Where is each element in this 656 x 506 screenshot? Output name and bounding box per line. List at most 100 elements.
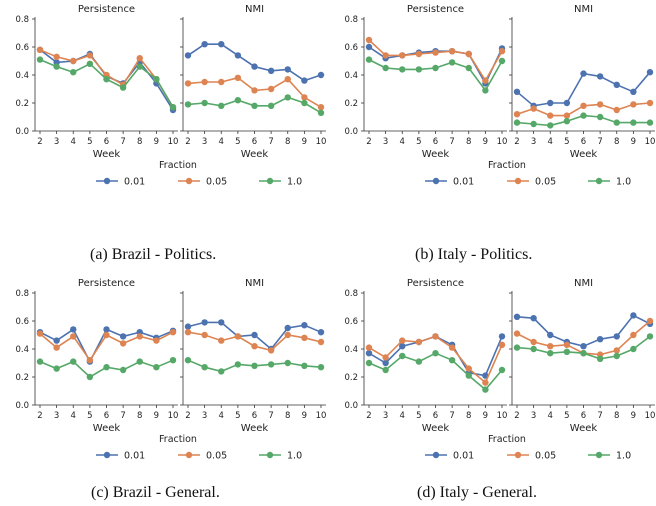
legend-title: Fraction [488, 434, 526, 445]
data-point-0.01 [563, 99, 571, 107]
data-point-1.0 [482, 87, 489, 94]
data-point-0.05 [36, 330, 44, 337]
data-point-1.0 [201, 364, 208, 371]
data-point-0.05 [365, 36, 373, 44]
x-axis-label: Week [241, 423, 269, 434]
y-tick-label: 0.0 [344, 401, 358, 411]
data-point-0.05 [530, 105, 537, 112]
series-line-0.01 [516, 71, 651, 107]
data-point-0.05 [234, 333, 242, 340]
data-point-1.0 [482, 386, 489, 393]
x-tick-label: 3 [54, 137, 59, 147]
data-point-1.0 [382, 366, 389, 374]
y-tick-label: 0.8 [15, 289, 29, 299]
data-point-0.05 [301, 334, 308, 341]
x-tick-label: 9 [154, 137, 159, 147]
x-tick-label: 4 [219, 411, 224, 421]
data-point-1.0 [53, 365, 60, 372]
x-tick-label: 2 [514, 137, 519, 147]
legend-marker-1.0 [266, 451, 274, 459]
y-tick-label: 0.2 [15, 373, 29, 383]
y-tick-label: 0.4 [15, 345, 29, 355]
data-point-0.01 [630, 88, 637, 96]
data-point-0.01 [365, 43, 373, 51]
legend-marker-1.0 [595, 177, 603, 185]
series-line-0.01 [516, 314, 651, 348]
data-point-0.01 [580, 343, 587, 350]
data-point-0.05 [630, 331, 637, 339]
data-point-0.05 [465, 365, 472, 372]
data-point-0.05 [646, 317, 654, 325]
legend-marker-0.01 [103, 177, 111, 185]
data-point-1.0 [284, 94, 291, 101]
data-point-0.01 [301, 77, 308, 84]
subplot-nmi: NMI 2 3 4 5 6 7 8 9 10 Week [509, 278, 655, 434]
x-tick-label: 9 [302, 411, 307, 421]
data-point-1.0 [580, 112, 587, 119]
data-point-1.0 [184, 101, 192, 108]
y-tick-label: 0.2 [344, 99, 358, 109]
subplot-title: Persistence [407, 4, 464, 15]
data-point-1.0 [136, 358, 143, 365]
data-point-0.05 [580, 102, 587, 110]
data-point-0.01 [613, 81, 620, 89]
data-point-0.05 [136, 55, 143, 62]
data-point-1.0 [284, 359, 291, 367]
data-point-1.0 [547, 122, 554, 129]
data-point-0.01 [103, 326, 110, 333]
x-tick-label: 7 [268, 411, 273, 421]
x-tick-label: 7 [449, 137, 454, 147]
legend-marker-0.05 [185, 451, 193, 459]
subplot-title: Persistence [407, 278, 464, 289]
y-tick-label: 0.0 [15, 401, 29, 411]
data-point-1.0 [136, 63, 143, 70]
x-axis-label: Week [422, 423, 450, 434]
data-point-0.05 [613, 106, 620, 114]
data-point-0.05 [382, 354, 389, 361]
y-tick-label: 0.2 [344, 373, 358, 383]
data-point-0.01 [399, 343, 406, 350]
data-point-1.0 [498, 57, 506, 65]
data-point-1.0 [465, 372, 472, 379]
panel-3: Persistence 0.0 0.2 0.4 0.6 0.8 2 3 4 5 6 7 8 9 10 Week… [344, 278, 655, 462]
data-point-0.05 [184, 329, 192, 336]
data-point-0.05 [415, 338, 423, 346]
data-point-1.0 [218, 368, 225, 375]
data-point-0.05 [36, 46, 44, 53]
data-point-1.0 [86, 60, 94, 67]
data-point-0.05 [234, 74, 242, 82]
data-point-1.0 [465, 64, 472, 72]
data-point-1.0 [415, 66, 423, 73]
data-point-0.05 [365, 344, 373, 351]
legend-marker-0.01 [432, 177, 440, 185]
data-point-1.0 [530, 120, 537, 128]
data-point-0.05 [646, 99, 654, 107]
data-point-0.05 [596, 101, 604, 108]
x-tick-label: 6 [581, 137, 586, 147]
data-point-0.01 [184, 52, 192, 59]
caption-d: (d) Italy - General. [417, 484, 537, 501]
y-tick-label: 0.6 [344, 43, 358, 53]
data-point-0.01 [317, 329, 325, 336]
data-point-0.05 [399, 52, 406, 59]
data-point-1.0 [251, 362, 258, 369]
data-point-1.0 [613, 352, 620, 360]
data-point-1.0 [36, 358, 44, 365]
data-point-0.05 [498, 341, 506, 348]
data-point-1.0 [267, 102, 275, 110]
x-tick-label: 2 [514, 411, 519, 421]
data-point-0.01 [119, 333, 127, 340]
data-point-0.05 [563, 112, 571, 119]
data-point-1.0 [86, 373, 94, 381]
legend-marker-0.05 [514, 451, 522, 459]
data-point-1.0 [613, 119, 620, 126]
x-tick-label: 7 [120, 411, 125, 421]
data-point-0.05 [482, 379, 489, 386]
x-tick-label: 7 [120, 137, 125, 147]
x-tick-label: 5 [87, 411, 92, 421]
data-point-1.0 [153, 364, 160, 371]
x-tick-label: 3 [202, 137, 207, 147]
data-point-1.0 [547, 350, 554, 357]
data-point-1.0 [530, 345, 537, 353]
